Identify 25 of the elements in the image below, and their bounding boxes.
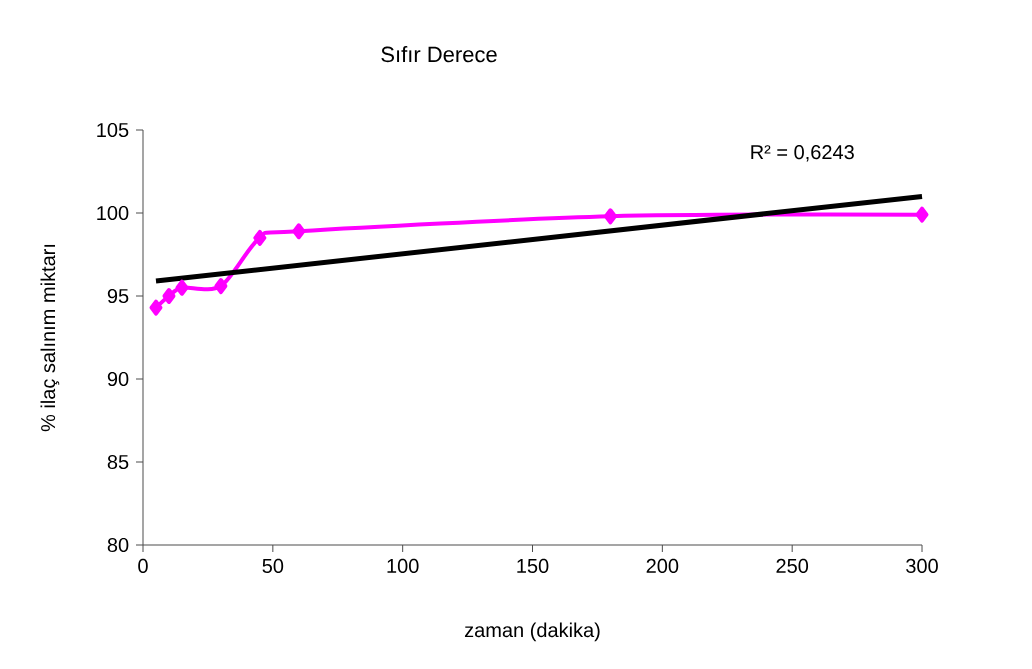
y-tick-label: 80 xyxy=(107,537,129,553)
point xyxy=(915,206,929,223)
point xyxy=(603,208,617,225)
y-tick-label: 100 xyxy=(97,205,129,221)
point xyxy=(292,223,306,240)
point xyxy=(149,299,163,316)
annotation: R² = 0,6243 xyxy=(751,145,854,162)
x-tick-label: 250 xyxy=(776,558,809,574)
x-tick-label: 100 xyxy=(387,558,419,574)
x-tick-label: 50 xyxy=(262,558,284,574)
x-tick-label: 0 xyxy=(138,558,148,574)
point xyxy=(253,229,267,246)
y-tick-label: 95 xyxy=(107,288,129,304)
y-axis-title: % ilaç salınım miktarı xyxy=(40,244,60,432)
x-tick-label: 300 xyxy=(906,558,938,574)
y-tick-label: 105 xyxy=(97,122,129,138)
point xyxy=(214,278,228,295)
point xyxy=(162,288,176,304)
y-tick-label: 85 xyxy=(107,454,129,470)
x-tick-label: 150 xyxy=(517,558,549,574)
chart-title: Sıfır Derece xyxy=(381,46,497,63)
point xyxy=(175,279,189,296)
x-tick-label: 200 xyxy=(646,558,679,574)
x-axis-title: zaman (dakika) xyxy=(464,622,600,642)
y-tick-label: 90 xyxy=(107,371,129,387)
